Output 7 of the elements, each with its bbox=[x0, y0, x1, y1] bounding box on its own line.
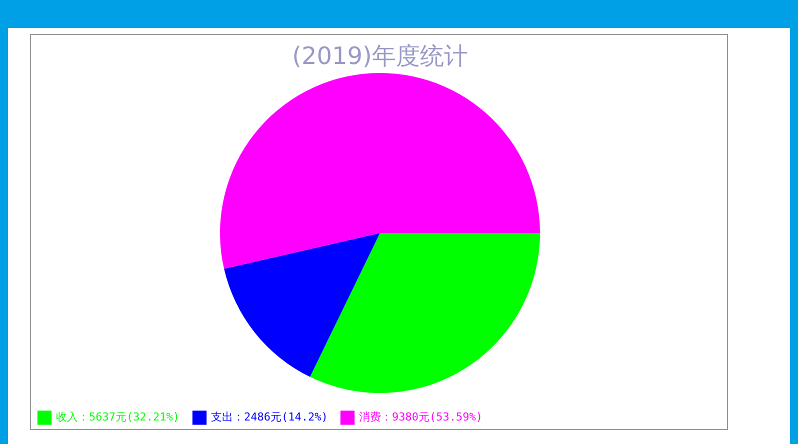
pie-slice bbox=[220, 73, 540, 269]
pie-slice bbox=[310, 233, 540, 393]
chart-title: (2019)年度统计 bbox=[292, 42, 468, 70]
legend-label: 支出：2486元(14.2%) bbox=[211, 410, 328, 424]
legend-label: 消费：9380元(53.59%) bbox=[359, 410, 482, 424]
legend-label: 收入：5637元(32.21%) bbox=[56, 410, 180, 424]
pie-slice bbox=[224, 233, 380, 377]
